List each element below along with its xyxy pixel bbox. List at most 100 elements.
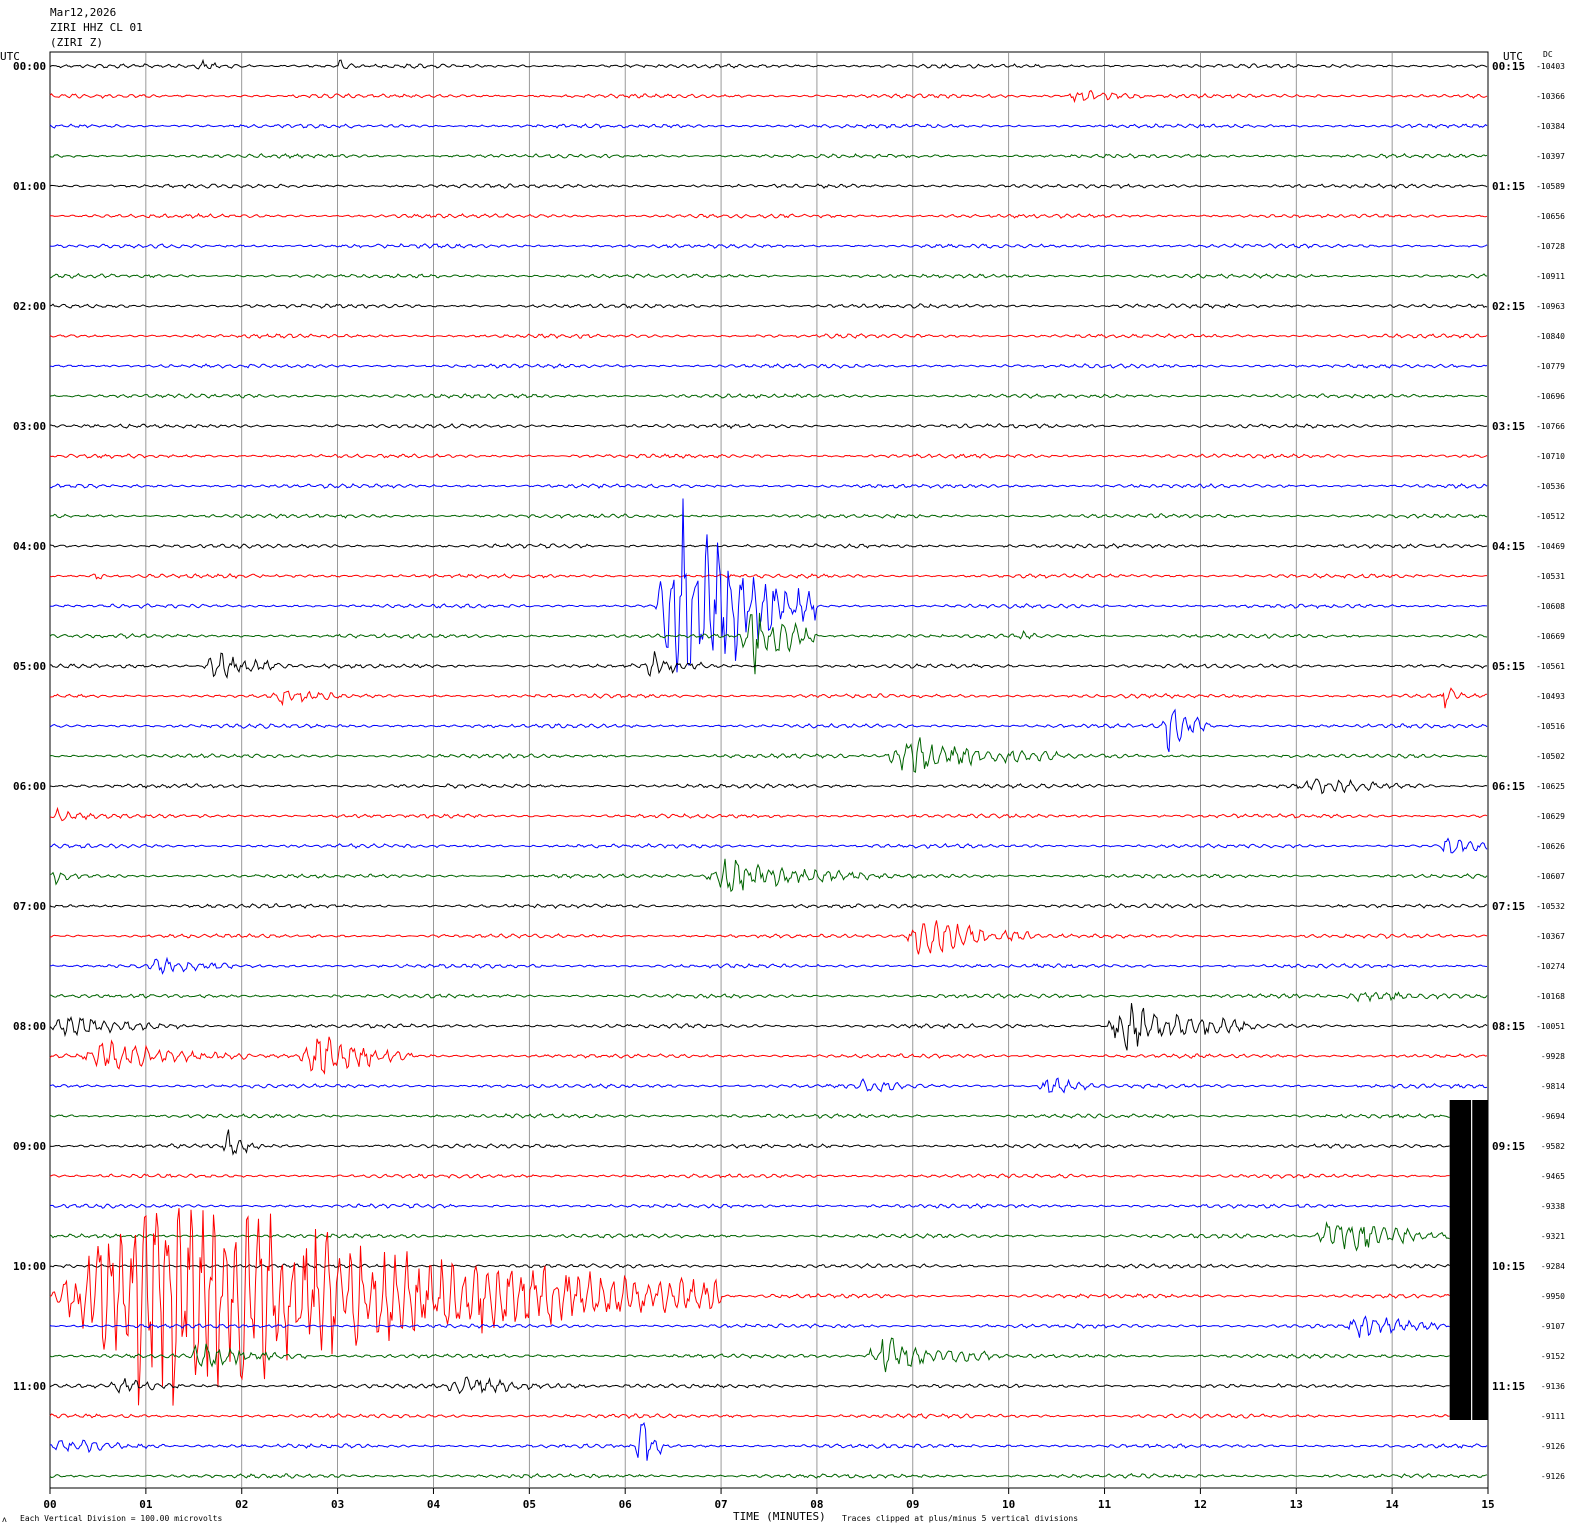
x-tick-label: 09 <box>906 1498 919 1511</box>
trace-line <box>49 1129 1450 1156</box>
right-time-label: 03:15 <box>1492 420 1525 433</box>
trace-line <box>49 1036 1488 1075</box>
dc-offset-label: -10840 <box>1536 332 1565 341</box>
dc-offset-label: -10532 <box>1536 902 1565 911</box>
trace-line <box>49 1173 1450 1179</box>
dc-offset-label: -10384 <box>1536 122 1565 131</box>
right-time-label: 01:15 <box>1492 180 1525 193</box>
dc-offset-label: -10168 <box>1536 992 1565 1001</box>
trace-line <box>49 1376 1450 1395</box>
trace-line <box>49 1337 1450 1373</box>
trace-line <box>49 272 1488 279</box>
header-station: ZIRI HHZ CL 01 <box>50 21 143 34</box>
dc-offset-label: -9111 <box>1541 1412 1565 1421</box>
minute-grid <box>145 52 1393 1488</box>
left-utc-label: UTC <box>0 50 20 63</box>
dc-offset-label: -10728 <box>1536 242 1565 251</box>
trace-line <box>49 737 1488 773</box>
x-tick-label: 13 <box>1290 1498 1303 1511</box>
dc-offset-label: -10397 <box>1536 152 1565 161</box>
trace-line <box>49 991 1488 1003</box>
dc-offset-label: -10274 <box>1536 962 1565 971</box>
left-time-label: 10:00 <box>13 1260 46 1273</box>
dc-offset-label: -10656 <box>1536 212 1565 221</box>
left-time-label: 04:00 <box>13 540 46 553</box>
saturated-block-rect <box>1449 1100 1488 1420</box>
dc-offset-label: -9107 <box>1541 1322 1565 1331</box>
trace-line <box>49 498 1488 673</box>
trace-line <box>49 513 1488 519</box>
header-date: Mar12,2026 <box>50 6 116 19</box>
right-time-label: 11:15 <box>1492 1380 1525 1393</box>
trace-line <box>49 1472 1488 1479</box>
trace-line <box>49 651 1487 680</box>
dc-offset-label: -10963 <box>1536 302 1565 311</box>
dc-offset-label: -10493 <box>1536 692 1565 701</box>
dc-offset-label: -10589 <box>1536 182 1565 191</box>
trace-line <box>50 212 1488 219</box>
trace-line <box>49 1003 1488 1051</box>
left-time-label: 06:00 <box>13 780 46 793</box>
left-time-label: 08:00 <box>13 1020 46 1033</box>
trace-line <box>49 363 1488 369</box>
dc-offset-label: -9126 <box>1541 1472 1565 1481</box>
trace-line <box>49 903 1488 909</box>
right-time-label: 04:15 <box>1492 540 1525 553</box>
trace-line <box>49 1263 1450 1269</box>
dc-offset-label: -10469 <box>1536 542 1565 551</box>
trace-line <box>49 123 1488 129</box>
dc-offset-label: -9465 <box>1541 1172 1565 1181</box>
trace-line <box>49 1221 1450 1252</box>
trace-line <box>49 1077 1488 1094</box>
trace-line <box>50 920 1488 955</box>
x-tick-label: 04 <box>427 1498 441 1511</box>
left-time-labels: 00:00 01:00 02:00 03:00 04:00 05:00 06:00 07:00… <box>13 60 46 1393</box>
dc-offset-label: -9321 <box>1541 1232 1565 1241</box>
dc-offset-label: -9136 <box>1541 1382 1565 1391</box>
dc-offset-label: -9950 <box>1541 1292 1565 1301</box>
dc-offset-label: -9126 <box>1541 1442 1565 1451</box>
trace-line <box>49 393 1488 399</box>
scale-note: Each Vertical Division = 100.00 microvol… <box>20 1514 222 1523</box>
trace-line <box>49 1203 1450 1209</box>
x-tick-label: 06 <box>619 1498 633 1511</box>
dc-offset-label: -10403 <box>1536 62 1565 71</box>
trace-line <box>49 612 1488 675</box>
dc-offset-label: -9582 <box>1541 1142 1565 1151</box>
dc-offset-label: -9928 <box>1541 1052 1565 1061</box>
x-axis-title: TIME (MINUTES) <box>733 1510 826 1523</box>
dc-offset-label: -9338 <box>1541 1202 1565 1211</box>
x-tick-label: 07 <box>714 1498 727 1511</box>
right-time-label: 05:15 <box>1492 660 1525 673</box>
dc-offset-label: -10607 <box>1536 872 1565 881</box>
trace-line <box>49 956 1488 975</box>
dc-offset-label: -9152 <box>1541 1352 1565 1361</box>
dc-offset-label: -10766 <box>1536 422 1565 431</box>
dc-offset-label: -10531 <box>1536 572 1565 581</box>
corner-mark: ᴧ <box>2 1515 7 1524</box>
dc-label: DC <box>1543 50 1553 59</box>
trace-line <box>49 453 1488 459</box>
trace-line <box>49 687 1488 709</box>
trace-line <box>49 1421 1488 1461</box>
dc-offset-label: -10669 <box>1536 632 1565 641</box>
dc-offset-label: -10367 <box>1536 932 1565 941</box>
x-tick-label: 11 <box>1098 1498 1112 1511</box>
left-time-label: 07:00 <box>13 900 46 913</box>
trace-line <box>49 858 1488 893</box>
x-tick-label: 14 <box>1386 1498 1400 1511</box>
dc-offset-labels: -10403 -10366 -10384 -10397 -10589 -10656 -107… <box>1536 62 1565 1481</box>
dc-offset-label: -10779 <box>1536 362 1565 371</box>
dc-offset-label: -10696 <box>1536 392 1565 401</box>
trace-line <box>49 1315 1450 1338</box>
dc-offset-label: -9284 <box>1541 1262 1565 1271</box>
dc-offset-label: -10516 <box>1536 722 1565 731</box>
dc-offset-label: -10502 <box>1536 752 1565 761</box>
dc-offset-label: -10629 <box>1536 812 1565 821</box>
dc-offset-label: -9694 <box>1541 1112 1565 1121</box>
trace-line <box>49 58 1488 70</box>
x-tick-label: 05 <box>523 1498 536 1511</box>
right-time-labels: 00:15 01:15 02:15 03:15 04:15 05:15 06:15 07:15… <box>1492 60 1525 1393</box>
trace-line <box>49 1208 1450 1406</box>
